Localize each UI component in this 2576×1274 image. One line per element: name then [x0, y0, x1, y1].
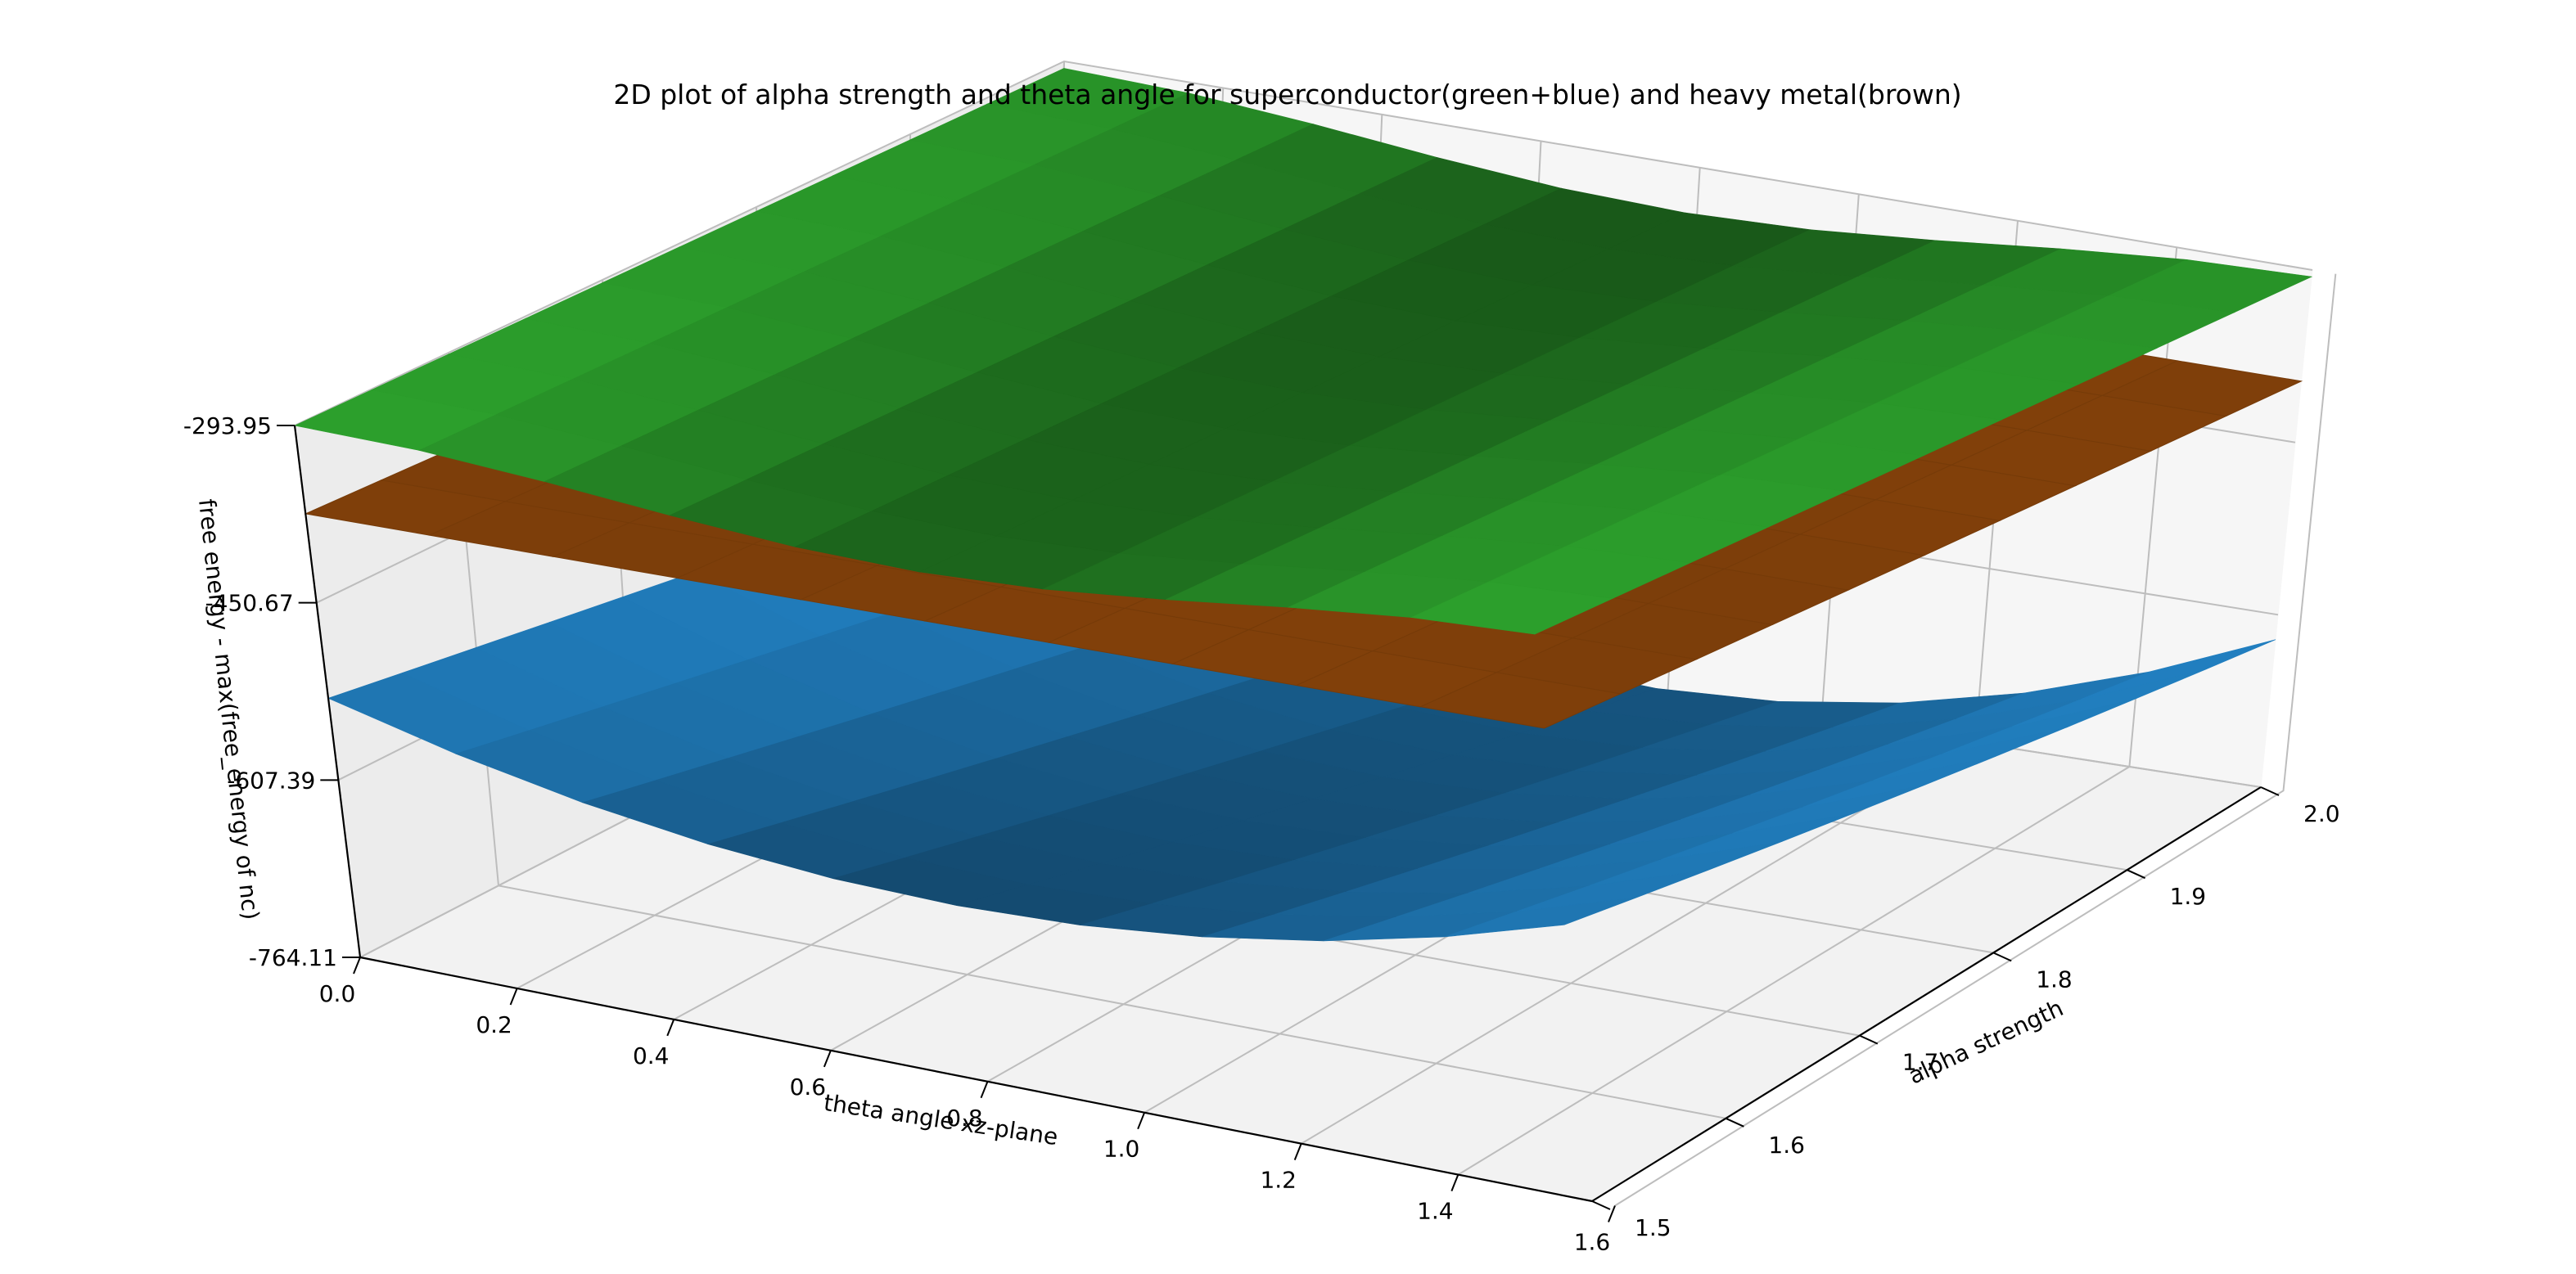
- axis-lines: [277, 425, 2280, 1222]
- z-tick-label-3: -764.11: [249, 944, 337, 971]
- x-tick-label-6: 1.2: [1260, 1167, 1297, 1194]
- y-tick-label-4: 1.9: [2170, 883, 2207, 910]
- y-axis-label: alpha strength: [1904, 994, 2067, 1089]
- y-tick-mark-3: [1992, 952, 2012, 962]
- surface-superconductor-2: [294, 68, 2313, 635]
- x-tick-mark-0: [353, 957, 361, 975]
- z-axis-line: [293, 425, 362, 958]
- y-tick-mark-1: [1725, 1117, 1744, 1128]
- y-tick-label-5: 2.0: [2303, 800, 2340, 827]
- x-tick-label-0: 0.0: [319, 980, 356, 1007]
- tick-labels: 0.0 0.2 0.4 0.6 0.8 1.0 1.2 1.4 1.6 1.5 1.6 1.7 1.8 1…: [183, 412, 2340, 1256]
- x-axis-label: theta angle xz-plane: [822, 1089, 1059, 1150]
- z-tick-label-2: -607.39: [227, 767, 315, 794]
- y-tick-mark-5: [2260, 786, 2280, 796]
- x-tick-mark-7: [1450, 1174, 1459, 1191]
- x-tick-label-2: 0.4: [633, 1042, 670, 1069]
- x-tick-label-5: 1.0: [1103, 1136, 1140, 1163]
- z-tick-label-0: -293.95: [183, 412, 272, 439]
- z-axis-label: free energy - max(free_energy of nc): [193, 497, 264, 921]
- y-tick-label-2: 1.7: [1902, 1049, 1939, 1076]
- y-tick-label-3: 1.8: [2036, 966, 2073, 993]
- x-tick-mark-2: [666, 1019, 675, 1037]
- y-tick-mark-2: [1859, 1034, 1879, 1045]
- x-tick-mark-6: [1293, 1143, 1302, 1161]
- surfaces: [294, 68, 2313, 942]
- grid-x-8: [1614, 273, 2337, 1207]
- x-tick-label-7: 1.4: [1417, 1198, 1454, 1225]
- chart-title: 2D plot of alpha strength and theta angl…: [613, 79, 1961, 110]
- x-axis-line: [359, 956, 1593, 1203]
- x-tick-mark-3: [823, 1050, 832, 1068]
- x-tick-mark-8: [1608, 1205, 1616, 1222]
- x-tick-mark-4: [980, 1081, 989, 1099]
- y-tick-mark-0: [1591, 1200, 1611, 1210]
- x-tick-label-3: 0.6: [790, 1074, 827, 1101]
- surface-facet: [2080, 639, 2276, 700]
- y-axis-line: [1591, 786, 2262, 1202]
- x-tick-mark-5: [1137, 1112, 1146, 1130]
- surface-facet: [2100, 360, 2303, 417]
- x-tick-label-8: 1.6: [1574, 1229, 1611, 1256]
- surface-facet: [2108, 259, 2313, 313]
- grid-z-0: [294, 60, 2313, 426]
- x-tick-label-1: 0.2: [476, 1011, 512, 1038]
- y-tick-label-1: 1.6: [1768, 1132, 1805, 1159]
- y-tick-label-0: 1.5: [1635, 1214, 1671, 1241]
- y-tick-mark-4: [2127, 869, 2146, 880]
- z-tick-label-1: -450.67: [205, 590, 294, 617]
- x-tick-mark-1: [509, 988, 518, 1006]
- x-tick-label-4: 0.8: [946, 1105, 983, 1132]
